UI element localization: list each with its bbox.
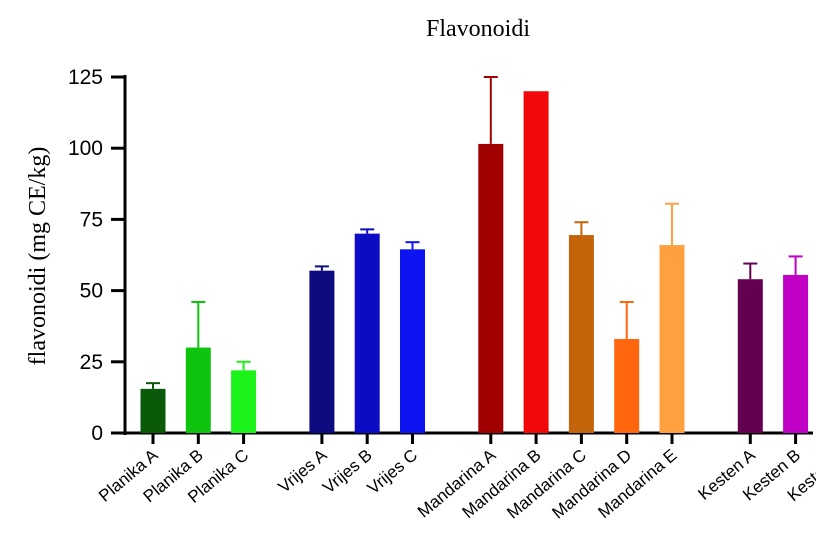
- bar: [400, 249, 425, 433]
- bar: [659, 245, 685, 433]
- chart-title: Flavonoidi: [426, 16, 530, 42]
- bar: [523, 91, 549, 434]
- bars: [140, 76, 809, 434]
- bar: [737, 279, 763, 433]
- y-axis: 0 25 50 75 100 125: [68, 66, 127, 445]
- y-tick-label: 125: [68, 66, 103, 89]
- bar: [614, 339, 640, 433]
- bar: [140, 388, 166, 433]
- x-tick-label: Vrijes A: [275, 445, 331, 497]
- bar: [568, 235, 594, 433]
- y-tick-label: 0: [91, 422, 103, 445]
- x-tick-label: Mandarina E: [595, 446, 681, 523]
- bar: [783, 274, 809, 433]
- x-tick-label: Vrijes B: [319, 446, 376, 498]
- bar: [231, 370, 257, 433]
- bar: [309, 270, 335, 433]
- y-tick-label: 100: [68, 137, 103, 160]
- bar: [185, 347, 211, 433]
- bar: [354, 233, 380, 433]
- y-axis-label: flavonoidi (mg CE/kg): [25, 147, 51, 366]
- y-tick-label: 50: [80, 280, 103, 303]
- x-tick-label: Vrijes C: [364, 446, 421, 498]
- bar: [478, 143, 504, 434]
- y-tick-label: 25: [80, 351, 103, 374]
- y-tick-label: 75: [80, 208, 103, 231]
